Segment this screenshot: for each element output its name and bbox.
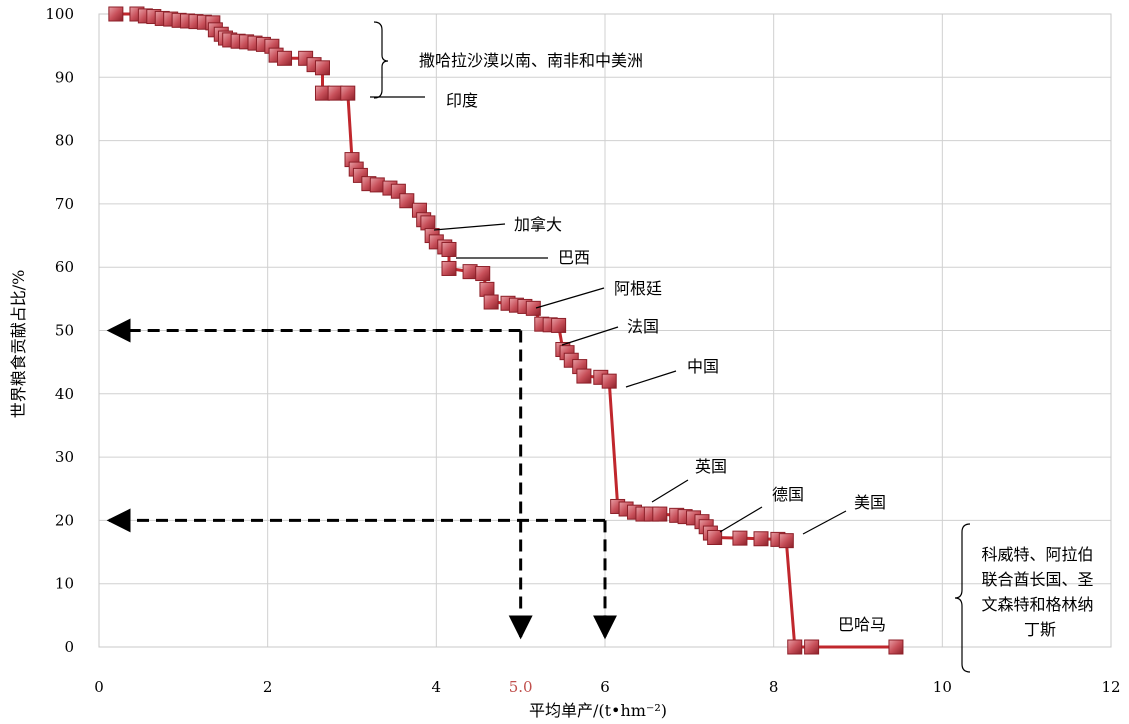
data-point-27 <box>340 85 356 101</box>
annotation-india: 印度 <box>446 91 478 110</box>
ytick-10: 10 <box>55 575 74 593</box>
data-point-46 <box>479 281 495 297</box>
brace-kuwait <box>954 523 971 673</box>
tick-labels: 0 10 20 30 40 50 60 70 80 90 100 0 2 4 6 8 10 12 5.0 <box>45 5 1120 696</box>
ytick-20: 20 <box>55 511 74 529</box>
annotation-kuwait: 科威特、阿拉伯 联合酋长国、圣 文森特和格林纳 丁斯 <box>981 545 1098 639</box>
ytick-100: 100 <box>45 5 74 23</box>
data-point-21 <box>277 50 293 66</box>
annotation-canada: 加拿大 <box>514 215 562 234</box>
data-point-24 <box>314 60 330 76</box>
leader-china <box>625 370 677 388</box>
ytick-60: 60 <box>55 258 74 276</box>
xtick-extra: 5.0 <box>509 678 533 696</box>
annotation-kuwait-line-4: 丁斯 <box>1024 620 1056 639</box>
data-point-35 <box>399 193 415 209</box>
data-point-26 <box>327 85 343 101</box>
xtick-6: 6 <box>600 678 610 696</box>
data-point-32 <box>369 177 385 193</box>
brace-ssa <box>373 21 389 99</box>
data-point-79 <box>787 639 803 655</box>
annotation-usa: 美国 <box>854 493 886 512</box>
data-point-42 <box>441 241 457 257</box>
ytick-50: 50 <box>55 322 74 340</box>
xtick-2: 2 <box>263 678 273 696</box>
data-point-80 <box>804 639 820 655</box>
data-point-78 <box>778 533 794 549</box>
leader-argentina <box>535 287 605 309</box>
data-point-74 <box>707 529 723 545</box>
data-point-76 <box>753 531 769 547</box>
xtick-10: 10 <box>933 678 952 696</box>
annotation-china: 中国 <box>687 357 719 376</box>
data-point-67 <box>652 506 668 522</box>
annotation-ssa: 撒哈拉沙漠以南、南非和中美洲 <box>419 51 643 70</box>
data-point-0 <box>108 6 124 22</box>
annotation-germany: 德国 <box>772 485 804 504</box>
ytick-0: 0 <box>64 638 74 656</box>
reference-lines <box>106 318 617 640</box>
annotations: 撒哈拉沙漠以南、南非和中美洲 印度 加拿大 巴西 阿根廷 法国 中国 英国 德国… <box>370 21 1098 673</box>
annotation-kuwait-line-2: 联合酋长国、圣 <box>981 570 1093 589</box>
xtick-8: 8 <box>769 678 779 696</box>
data-point-54 <box>551 317 567 333</box>
plot-border <box>98 13 1112 648</box>
data-point-38 <box>420 215 436 231</box>
xtick-0: 0 <box>94 678 104 696</box>
leader-canada <box>433 223 506 231</box>
leader-germany <box>719 506 763 533</box>
ytick-70: 70 <box>55 195 74 213</box>
ytick-30: 30 <box>55 448 74 466</box>
data-point-81 <box>888 639 904 655</box>
ytick-40: 40 <box>55 385 74 403</box>
annotation-brazil: 巴西 <box>558 248 590 267</box>
ytick-90: 90 <box>55 68 74 86</box>
annotation-uk: 英国 <box>695 457 727 476</box>
x-axis-title: 平均单产/(t•hm⁻²) <box>529 701 667 720</box>
data-point-51 <box>525 300 541 316</box>
series <box>108 6 904 655</box>
xtick-4: 4 <box>432 678 442 696</box>
annotation-bahamas: 巴哈马 <box>838 615 886 634</box>
annotation-kuwait-line-3: 文森特和格林纳 <box>981 595 1093 614</box>
ytick-80: 80 <box>55 132 74 150</box>
leader-france <box>561 326 619 346</box>
data-point-43 <box>441 260 457 276</box>
data-point-61 <box>601 373 617 389</box>
leader-uk <box>651 479 689 503</box>
leader-usa <box>802 510 847 535</box>
data-point-47 <box>483 294 499 310</box>
data-point-59 <box>576 368 592 384</box>
annotation-argentina: 阿根廷 <box>614 279 662 298</box>
axes <box>98 13 1112 648</box>
xtick-12: 12 <box>1101 678 1120 696</box>
annotation-france: 法国 <box>627 317 659 336</box>
data-point-75 <box>732 530 748 546</box>
data-point-44 <box>462 264 478 280</box>
data-point-25 <box>314 85 330 101</box>
annotation-kuwait-line-1: 科威特、阿拉伯 <box>981 545 1093 564</box>
data-point-45 <box>475 266 491 282</box>
y-axis-title: 世界粮食贡献占比/% <box>9 270 28 419</box>
